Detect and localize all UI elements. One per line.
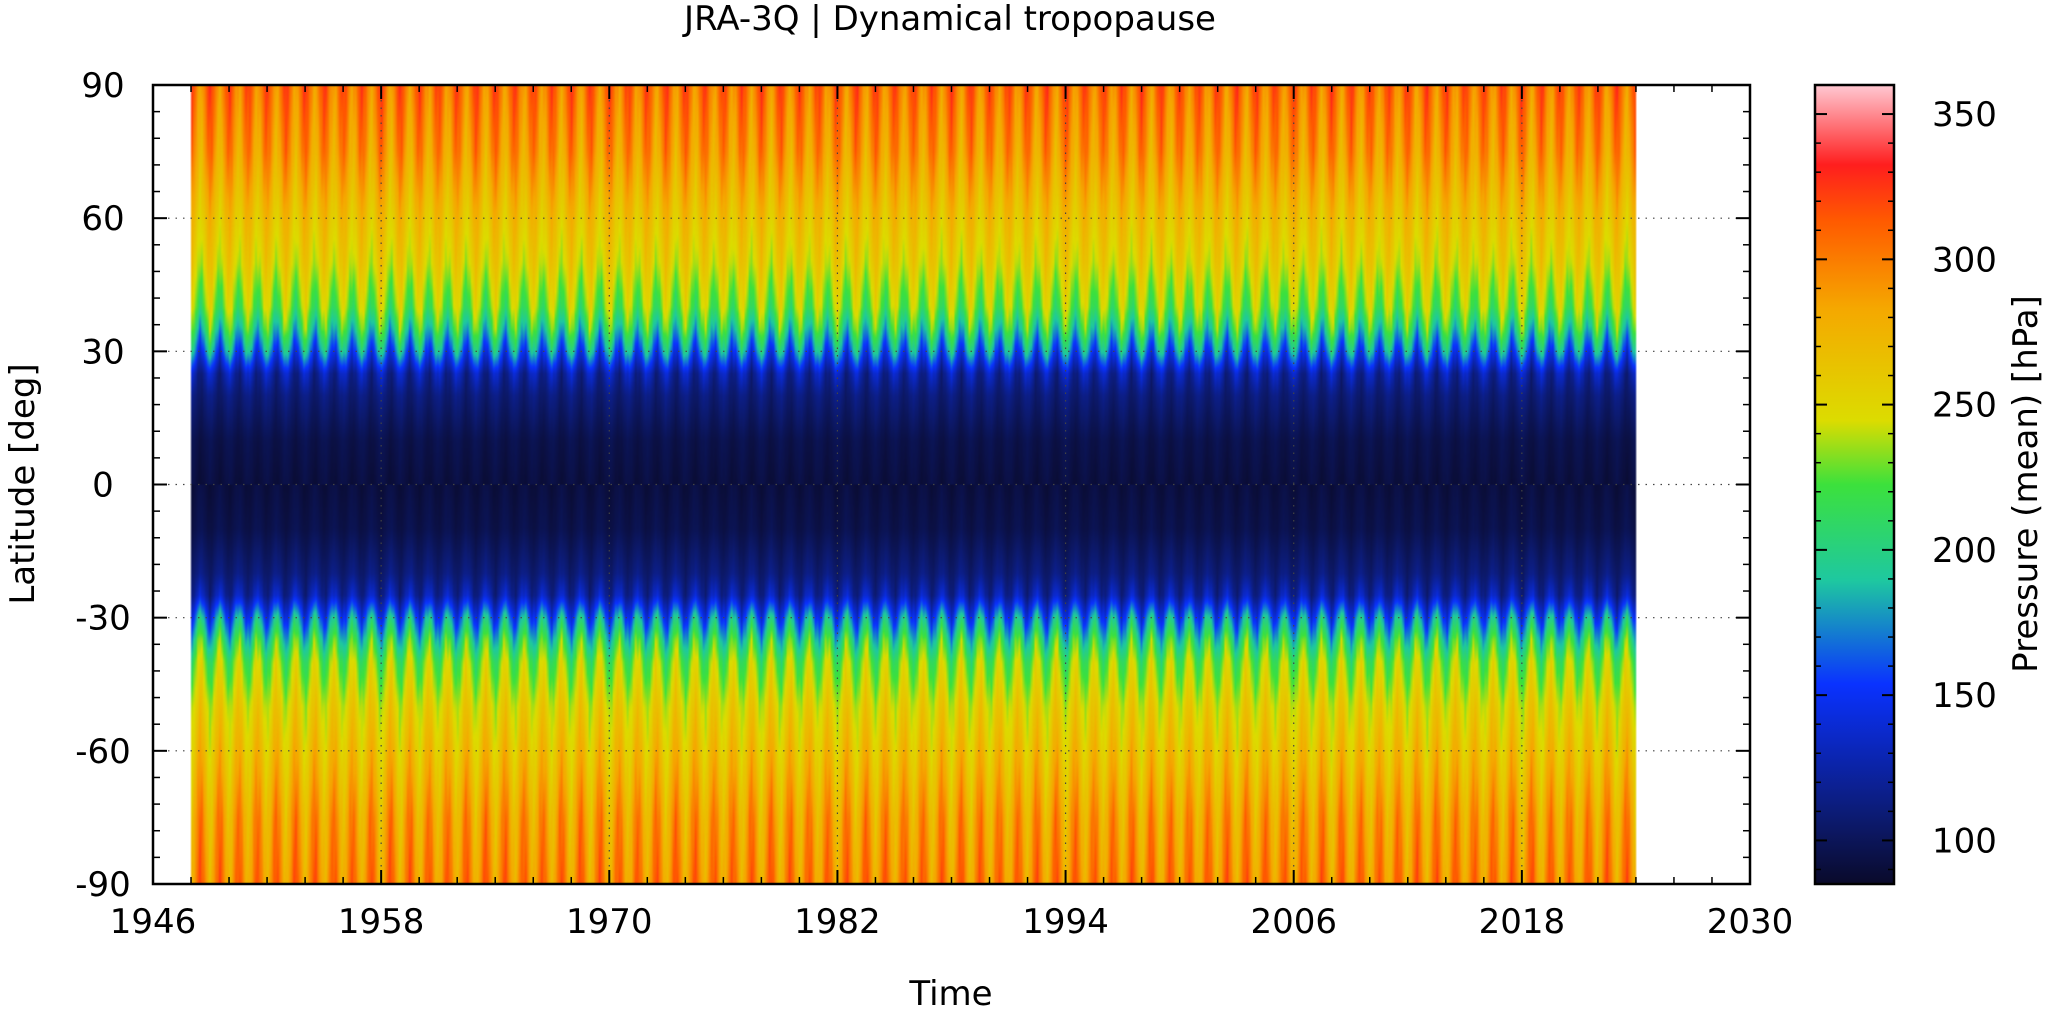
- x-tick-label: 2030: [1707, 902, 1794, 942]
- chart-title: JRA-3Q | Dynamical tropopause: [682, 0, 1216, 39]
- y-tick-label: 90: [81, 66, 124, 106]
- colorbar-tick-label: 350: [1932, 95, 1997, 135]
- colorbar-tick-label: 100: [1932, 821, 1997, 861]
- y-axis-label: Latitude [deg]: [3, 363, 43, 604]
- x-tick-label: 1982: [794, 902, 881, 942]
- y-tick-label: 60: [81, 199, 124, 239]
- x-tick-label: 2006: [1250, 902, 1337, 942]
- colorbar-tick-labels: 350 300 250 200 150 100: [1932, 95, 1997, 861]
- x-tick-labels: 1946 1958 1970 1982 1994 2006 2018 2030: [110, 902, 1794, 942]
- colorbar-tick-label: 200: [1932, 531, 1997, 571]
- y-tick-labels: 90 60 30 0 -30 -60 -90: [75, 66, 131, 905]
- colorbar-tick-label: 250: [1932, 386, 1997, 426]
- y-tick-label: -60: [75, 732, 131, 772]
- x-axis-label: Time: [908, 974, 992, 1012]
- x-tick-label: 1946: [110, 902, 197, 942]
- y-tick-label: 30: [81, 332, 124, 372]
- heatmap-image: [153, 85, 1750, 884]
- x-tick-label: 1970: [566, 902, 653, 942]
- colorbar-label: Pressure (mean) [hPa]: [2006, 295, 2046, 673]
- colorbar-tick-label: 150: [1932, 676, 1997, 716]
- plot-frame: [151, 83, 1752, 886]
- x-tick-label: 1958: [338, 902, 425, 942]
- x-tick-label: 1994: [1022, 902, 1109, 942]
- colorbar: 350 300 250 200 150 100 Pressure (mean) [hPa]: [1813, 83, 2046, 886]
- y-tick-label: -90: [75, 865, 131, 905]
- colorbar-gradient: [1815, 85, 1894, 884]
- colorbar-frame: [1813, 83, 1896, 886]
- colorbar-tick-label: 300: [1932, 240, 1997, 280]
- x-tick-label: 2018: [1479, 902, 1566, 942]
- y-tick-label: -30: [75, 599, 131, 639]
- plot-area: [151, 83, 1752, 886]
- y-tick-label: 0: [92, 466, 114, 506]
